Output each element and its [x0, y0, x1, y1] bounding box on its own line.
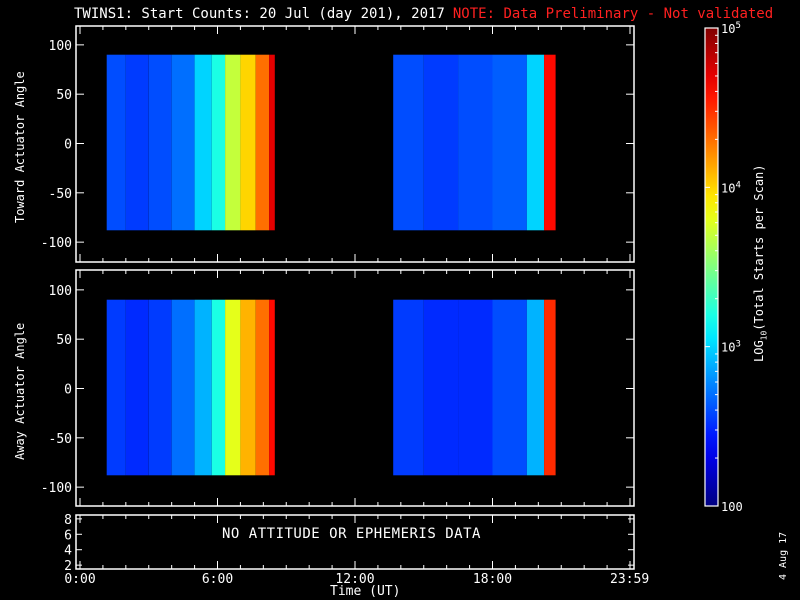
heatmap-cell-p1-s1-2 — [458, 299, 493, 476]
x-tick-label-4: 23:59 — [610, 572, 649, 587]
colorbar-tick-label-2: 103 — [721, 340, 741, 355]
colorbar-label: LOG10(Total Starts per Scan) — [752, 164, 769, 363]
heatmap-cell-p0-s1-1 — [423, 54, 459, 231]
x-tick-label-3: 18:00 — [473, 572, 512, 587]
x-tick-label-2: 12:00 — [335, 572, 374, 587]
heatmap-cell-p0-s1-0 — [393, 54, 424, 231]
heatmap-cell-p0-s0-2 — [148, 54, 172, 231]
heatmap-cell-p1-s0-9 — [269, 299, 275, 476]
top-ylabel: Toward Actuator Angle — [13, 71, 27, 223]
heatmap-cell-p1-s0-3 — [171, 299, 195, 476]
heatmap-cell-p0-s0-6 — [225, 54, 241, 231]
title-text: TWINS1: Start Counts: 20 Jul (day 201), … — [74, 6, 445, 22]
x-tick-label-1: 6:00 — [202, 572, 233, 587]
heatmap-cell-p0-s0-1 — [125, 54, 149, 231]
heatmap-cell-p1-s0-1 — [125, 299, 149, 476]
heatmap-cell-p1-s1-1 — [423, 299, 459, 476]
heatmap-cell-p0-s0-4 — [194, 54, 212, 231]
heatmap-cell-p1-s0-4 — [194, 299, 212, 476]
heatmap-cell-p0-s1-2 — [458, 54, 493, 231]
ytick-label-p0-4: -100 — [41, 236, 72, 251]
colorbar-tick-label-0: 105 — [721, 21, 741, 36]
heatmap-cell-p1-s1-5 — [544, 299, 556, 476]
heatmap-cell-p0-s1-3 — [492, 54, 527, 231]
heatmap-cell-p1-s1-0 — [393, 299, 424, 476]
ytick-label-p0-0: 100 — [49, 39, 72, 54]
colorbar — [704, 27, 719, 507]
ytick-label-p0-2: 0 — [64, 138, 72, 153]
ytick-label-p0-1: 50 — [56, 88, 72, 103]
bottom-ytick-label-2: 4 — [64, 544, 72, 559]
ytick-label-p1-1: 50 — [56, 333, 72, 348]
heatmap-cell-p1-s0-7 — [240, 299, 256, 476]
bottom-ytick-label-1: 6 — [64, 528, 72, 543]
heatmap-cell-p0-s1-5 — [544, 54, 556, 231]
ytick-label-p1-3: -50 — [49, 432, 72, 447]
colorbar-tick-label-1: 104 — [721, 180, 741, 195]
ytick-label-p1-0: 100 — [49, 284, 72, 299]
plot-date: 4 Aug 17 — [778, 531, 789, 580]
bottom-panel-frame — [75, 514, 635, 570]
ytick-label-p0-3: -50 — [49, 187, 72, 202]
x-tick-label-0: 0:00 — [64, 572, 95, 587]
heatmap-cell-p0-s0-8 — [255, 54, 270, 231]
ytick-label-p1-2: 0 — [64, 383, 72, 398]
middle-ylabel: Away Actuator Angle — [13, 322, 27, 460]
chart-title: TWINS1: Start Counts: 20 Jul (day 201), … — [74, 6, 773, 22]
heatmap-cell-p0-s0-9 — [269, 54, 275, 231]
heatmap-cell-p1-s0-0 — [106, 299, 126, 476]
heatmap-cell-p1-s0-2 — [148, 299, 172, 476]
heatmap-cell-p0-s0-0 — [106, 54, 126, 231]
heatmap-cell-p1-s0-8 — [255, 299, 270, 476]
bottom-ytick-label-3: 2 — [64, 559, 72, 574]
heatmap-cell-p1-s0-6 — [225, 299, 241, 476]
preliminary-note: NOTE: Data Preliminary - Not validated — [452, 6, 774, 22]
heatmap-cell-p0-s1-4 — [526, 54, 545, 231]
heatmap-cell-p1-s1-3 — [492, 299, 527, 476]
heatmap-cell-p0-s0-5 — [211, 54, 226, 231]
heatmap-cell-p0-s0-3 — [171, 54, 195, 231]
heatmap-cell-p0-s0-7 — [240, 54, 256, 231]
heatmap-cell-p1-s1-4 — [526, 299, 545, 476]
bottom-ytick-label-0: 8 — [64, 513, 72, 528]
x-axis-label: Time (UT) — [330, 584, 401, 599]
colorbar-tick-label-3: 100 — [721, 500, 743, 514]
no-data-message: NO ATTITUDE OR EPHEMERIS DATA — [222, 526, 481, 542]
ytick-label-p1-4: -100 — [41, 481, 72, 496]
heatmap-cell-p1-s0-5 — [211, 299, 226, 476]
